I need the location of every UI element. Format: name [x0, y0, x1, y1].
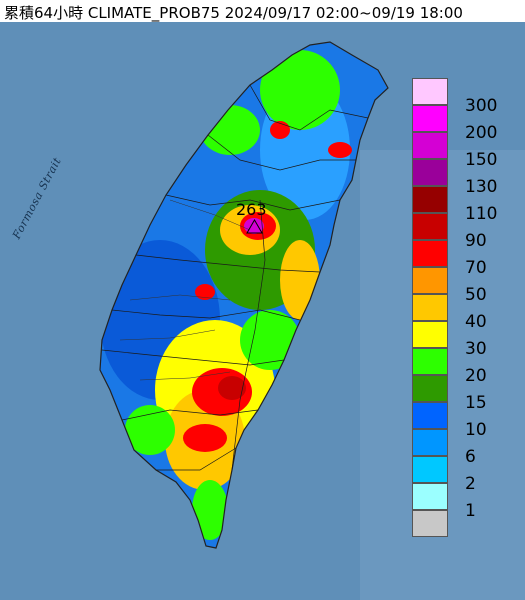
legend: [412, 78, 450, 537]
legend-label: 200: [465, 123, 498, 143]
title-bar: [0, 0, 525, 22]
legend-label: 30: [465, 339, 487, 359]
legend-swatch: [412, 456, 448, 483]
max-value-label: 263: [236, 200, 267, 219]
legend-label: 10: [465, 420, 487, 440]
legend-swatch: [412, 510, 448, 537]
legend-label: 15: [465, 393, 487, 413]
legend-swatch: [412, 348, 448, 375]
legend-swatch: [412, 132, 448, 159]
legend-swatch: [412, 402, 448, 429]
legend-label: 70: [465, 258, 487, 278]
legend-swatch: [412, 78, 448, 105]
legend-swatch: [412, 267, 448, 294]
legend-swatch: [412, 321, 448, 348]
legend-label: 2: [465, 474, 476, 494]
legend-label: 130: [465, 177, 498, 197]
legend-label: 40: [465, 312, 487, 332]
legend-label: 300: [465, 96, 498, 116]
legend-swatch: [412, 159, 448, 186]
legend-swatch: [412, 186, 448, 213]
map-title: 累積64小時 CLIMATE_PROB75 2024/09/17 02:00~0…: [4, 4, 463, 22]
legend-swatch: [412, 240, 448, 267]
legend-swatch: [412, 483, 448, 510]
legend-swatch: [412, 105, 448, 132]
rivers: [119, 199, 251, 381]
max-value-marker-icon: [246, 218, 263, 234]
legend-swatch: [412, 213, 448, 240]
coastline: [99, 41, 389, 549]
county-boundaries: [101, 84, 369, 471]
legend-label: 50: [465, 285, 487, 305]
legend-label: 150: [465, 150, 498, 170]
legend-swatch: [412, 429, 448, 456]
legend-label: 6: [465, 447, 476, 467]
legend-label: 1: [465, 501, 476, 521]
legend-swatch: [412, 294, 448, 321]
legend-label: 20: [465, 366, 487, 386]
legend-label: 90: [465, 231, 487, 251]
legend-label: 110: [465, 204, 498, 224]
legend-swatch: [412, 375, 448, 402]
